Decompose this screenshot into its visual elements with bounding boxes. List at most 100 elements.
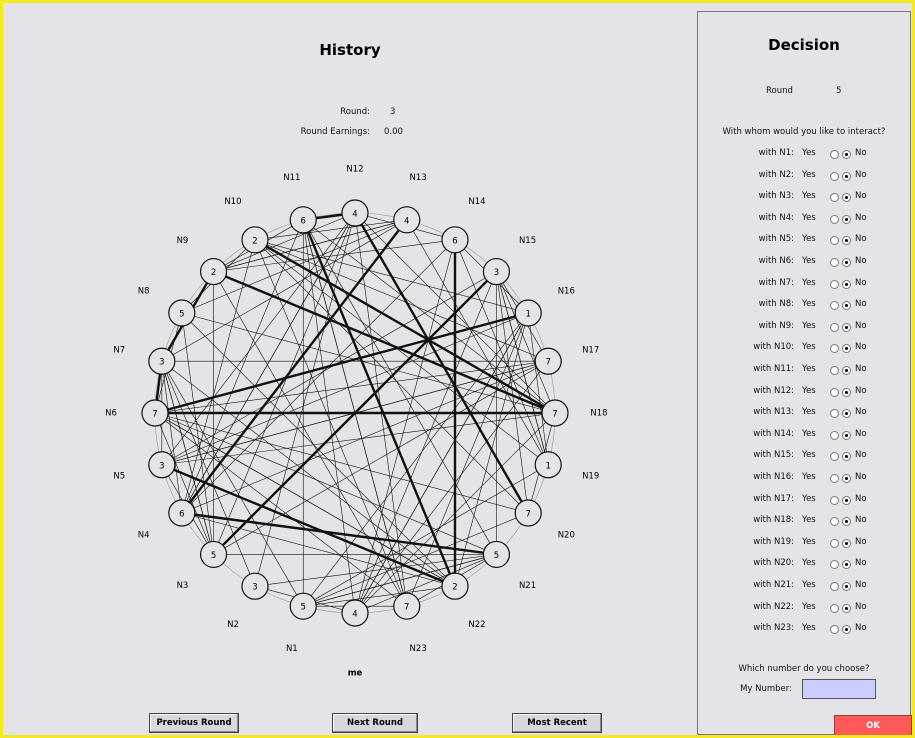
no-radio[interactable] — [842, 474, 851, 483]
node-value: 6 — [301, 216, 306, 226]
no-label: No — [855, 601, 867, 612]
no-label: No — [855, 299, 867, 310]
no-radio[interactable] — [842, 517, 851, 527]
previous-round-button[interactable]: Previous Round — [149, 713, 239, 733]
yes-label: Yes — [802, 580, 816, 590]
node — [168, 299, 196, 327]
node — [514, 299, 542, 327]
yes-radio[interactable] — [830, 214, 839, 224]
no-radio[interactable] — [842, 387, 851, 397]
edge — [161, 361, 304, 607]
no-radio[interactable] — [842, 603, 851, 613]
yes-radio[interactable] — [830, 495, 839, 505]
edge — [161, 312, 529, 466]
yes-radio[interactable] — [830, 452, 839, 462]
most-recent-round-button[interactable]: Most Recent Round — [512, 713, 602, 733]
node — [393, 592, 421, 620]
yes-label: Yes — [802, 169, 816, 180]
yes-radio[interactable] — [830, 560, 839, 570]
edge — [161, 219, 407, 362]
yes-radio[interactable] — [830, 344, 839, 354]
no-radio[interactable] — [842, 344, 851, 354]
round-value: 3 — [390, 107, 396, 117]
no-radio[interactable] — [842, 214, 851, 224]
yes-radio[interactable] — [830, 279, 839, 289]
no-radio[interactable] — [842, 279, 851, 289]
row-label: with N1: — [758, 148, 794, 158]
no-label: No — [855, 212, 867, 223]
node-value: 5 — [494, 551, 499, 561]
decision-round-value: 5 — [836, 86, 842, 96]
no-radio[interactable] — [842, 236, 851, 246]
node-value: 6 — [452, 236, 457, 246]
edge — [213, 212, 356, 555]
yes-radio[interactable] — [830, 517, 839, 527]
yes-radio[interactable] — [830, 301, 839, 311]
no-radio[interactable] — [842, 409, 851, 419]
no-radio[interactable] — [842, 560, 851, 570]
no-radio[interactable] — [842, 538, 851, 548]
node-value: 4 — [352, 210, 357, 220]
no-radio[interactable] — [842, 452, 851, 462]
yes-label: Yes — [802, 623, 816, 634]
no-radio[interactable] — [842, 150, 851, 159]
no-radio[interactable] — [842, 625, 851, 635]
node-label: N18 — [590, 409, 607, 419]
node — [534, 451, 562, 479]
node-value: 2 — [252, 236, 257, 246]
no-radio[interactable] — [842, 322, 851, 332]
yes-label: Yes — [802, 299, 816, 310]
yes-radio[interactable] — [830, 322, 839, 332]
node-label: me — [348, 669, 363, 679]
yes-radio[interactable] — [830, 387, 839, 397]
node-label: N20 — [558, 531, 575, 541]
yes-radio[interactable] — [830, 474, 839, 483]
edge — [213, 360, 549, 555]
yes-radio[interactable] — [830, 538, 839, 548]
node-value: 5 — [179, 310, 184, 320]
yes-radio[interactable] — [830, 193, 839, 203]
node-value: 7 — [545, 358, 550, 368]
yes-radio[interactable] — [830, 258, 839, 267]
node — [534, 347, 562, 375]
yes-label: Yes — [802, 472, 816, 482]
node — [482, 540, 511, 569]
yes-radio[interactable] — [830, 366, 839, 375]
yes-radio[interactable] — [830, 236, 839, 246]
edge — [254, 239, 549, 466]
node — [289, 592, 317, 620]
row-label: with N19: — [753, 536, 794, 547]
no-label: No — [855, 580, 867, 590]
no-radio[interactable] — [842, 258, 851, 267]
yes-radio[interactable] — [830, 430, 839, 440]
next-round-button[interactable]: Next Round — [332, 713, 418, 733]
yes-radio[interactable] — [830, 409, 839, 419]
no-radio[interactable] — [842, 193, 851, 203]
node-value: 7 — [404, 603, 409, 613]
yes-radio[interactable] — [830, 171, 839, 181]
no-radio[interactable] — [842, 495, 851, 505]
no-radio[interactable] — [842, 171, 851, 181]
edge — [302, 219, 356, 614]
yes-radio[interactable] — [830, 582, 839, 591]
ok-button[interactable]: OK — [834, 715, 912, 735]
yes-radio[interactable] — [830, 625, 839, 635]
no-radio[interactable] — [842, 582, 851, 591]
no-radio[interactable] — [842, 366, 851, 375]
node — [148, 451, 176, 479]
yes-label: Yes — [802, 428, 816, 439]
no-radio[interactable] — [842, 301, 851, 311]
edge — [354, 312, 529, 614]
no-label: No — [855, 515, 867, 526]
no-label: No — [855, 364, 867, 374]
no-radio[interactable] — [842, 430, 851, 440]
row-label: with N12: — [753, 385, 794, 396]
node-label: N13 — [410, 173, 427, 183]
number-input[interactable] — [802, 679, 876, 699]
yes-radio[interactable] — [830, 150, 839, 159]
yes-radio[interactable] — [830, 603, 839, 613]
node — [241, 572, 269, 600]
yes-label: Yes — [802, 385, 816, 396]
row-label: with N22: — [753, 601, 794, 612]
